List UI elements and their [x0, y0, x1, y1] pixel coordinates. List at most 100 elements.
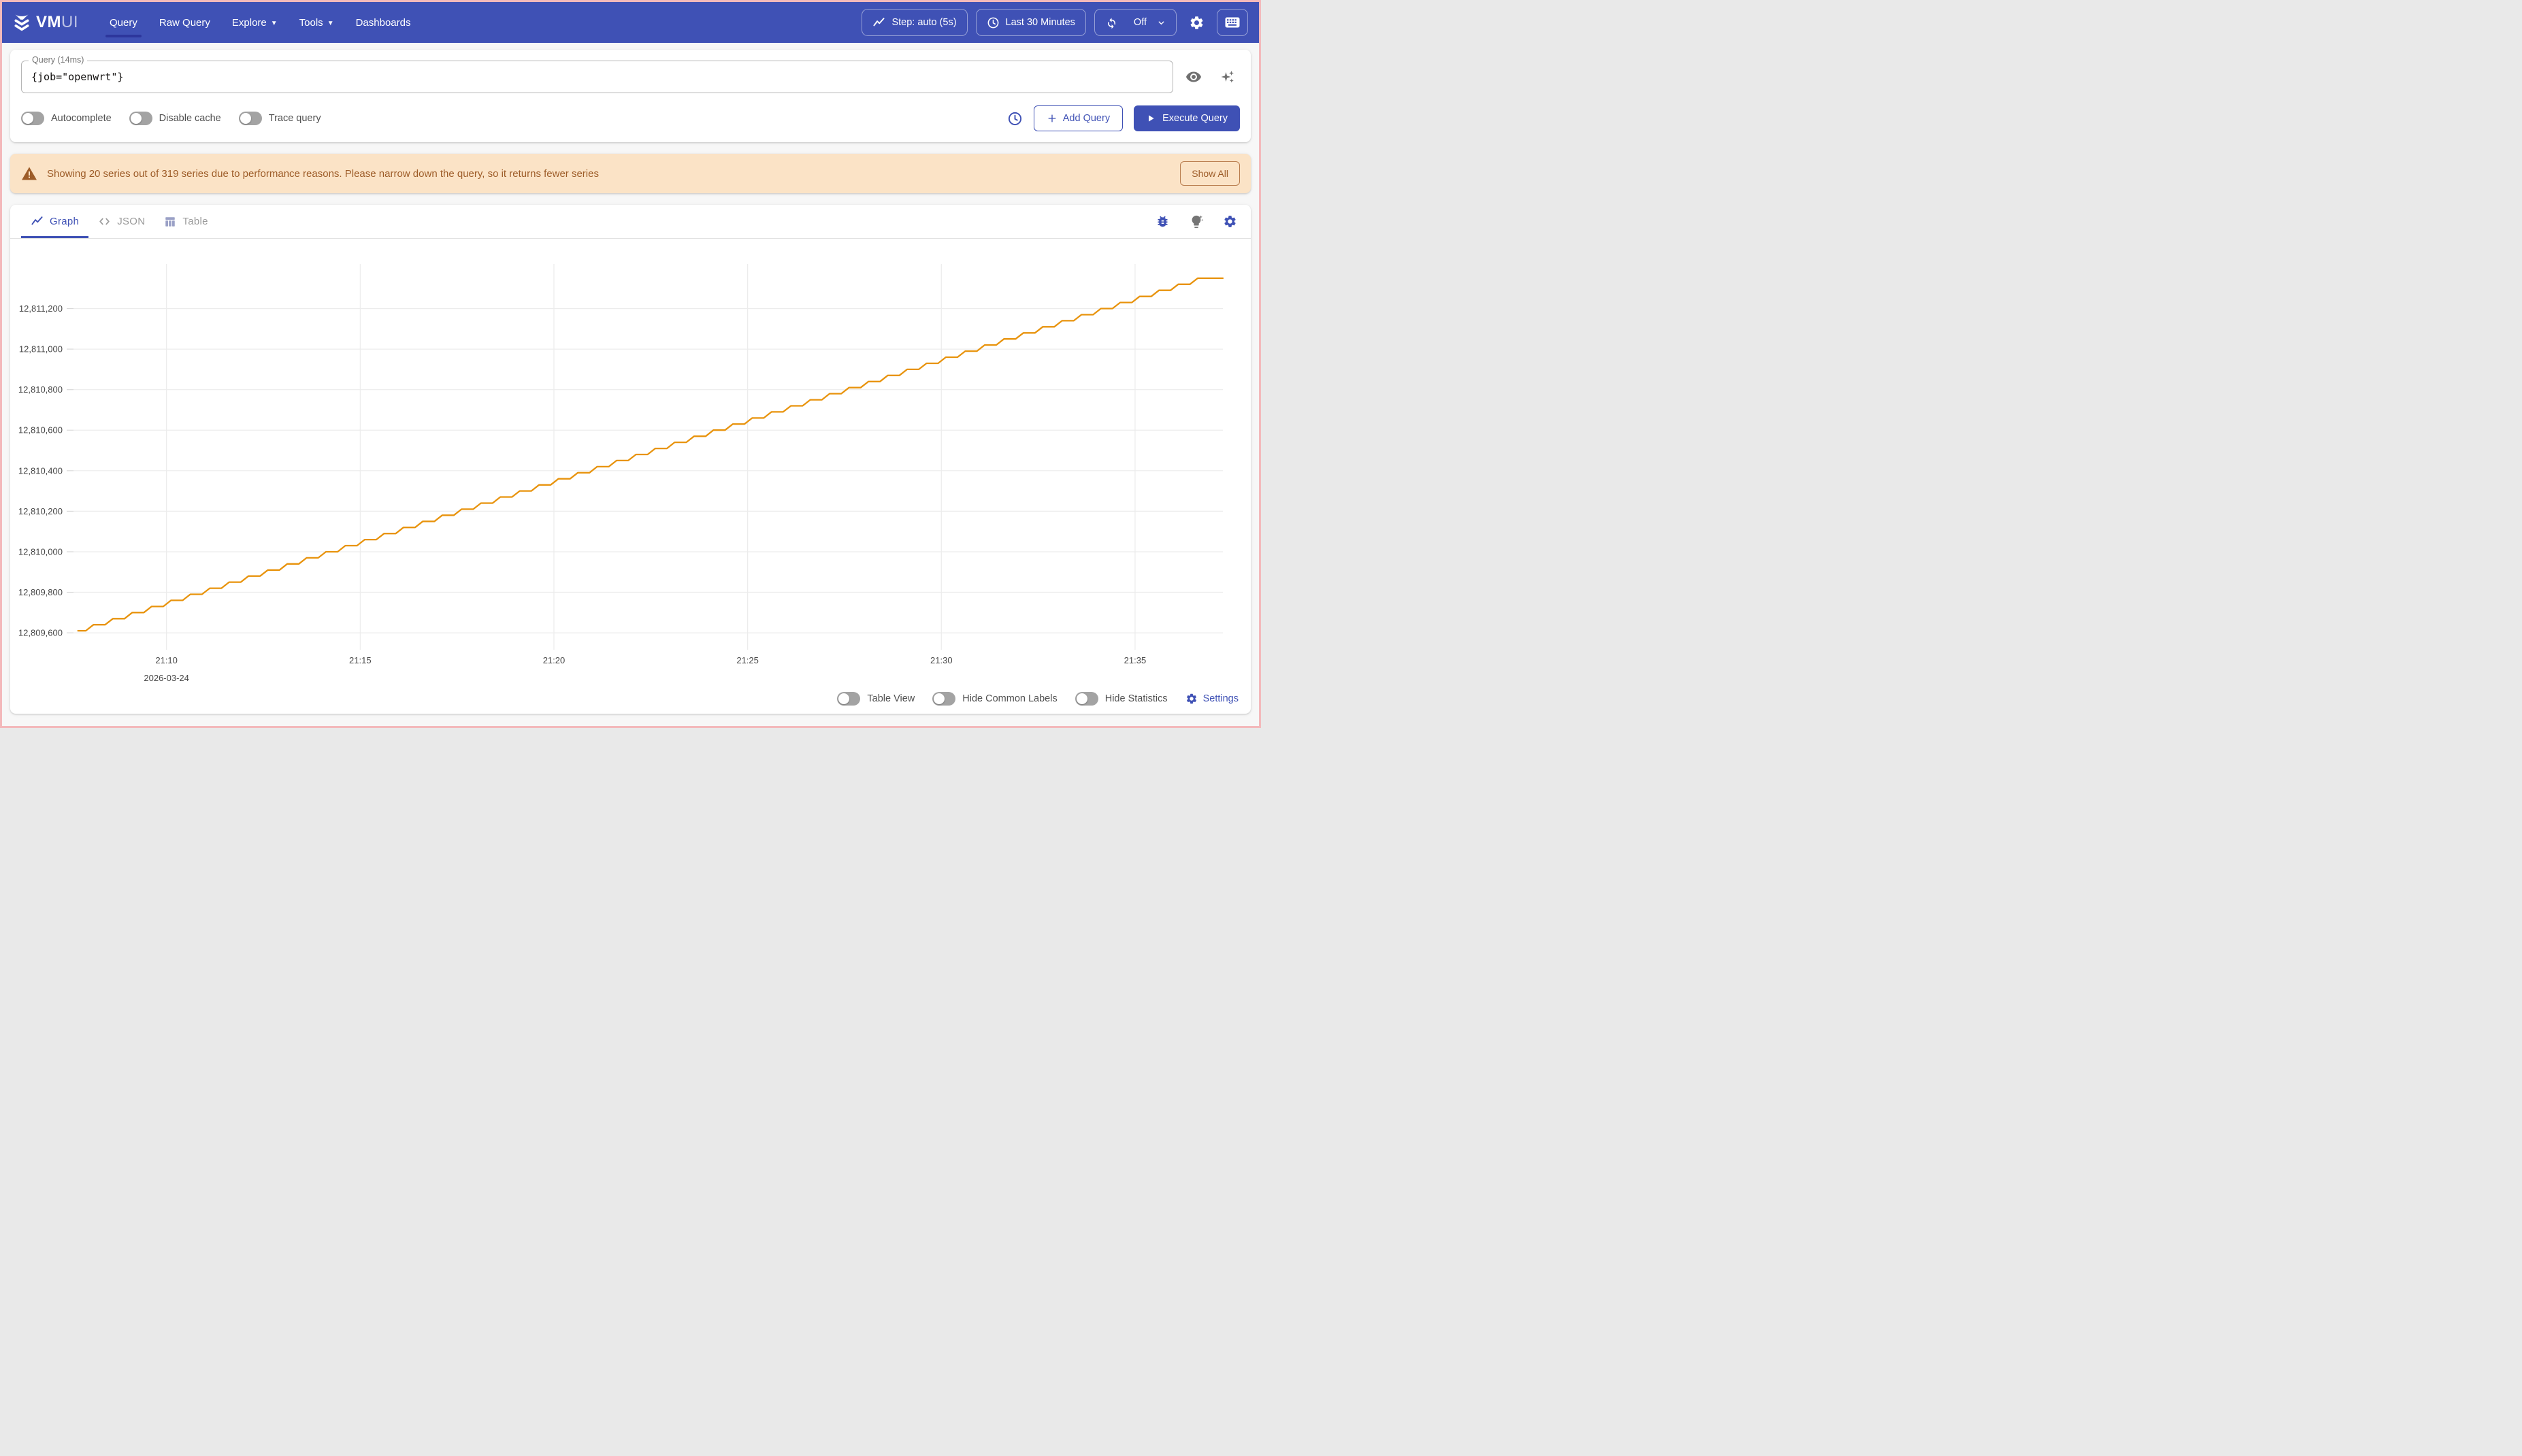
series-line	[77, 277, 1224, 632]
history-clock-icon	[1008, 112, 1021, 125]
execute-query-button[interactable]: Execute Query	[1134, 105, 1240, 131]
chevron-down-icon	[1158, 20, 1164, 24]
toggle-switch[interactable]	[1075, 692, 1098, 706]
tab-graph[interactable]: Graph	[21, 205, 89, 238]
y-tick-label: 12,811,200	[19, 303, 63, 314]
query-row-icons	[1185, 69, 1240, 85]
sparkles-icon	[1221, 71, 1234, 83]
vmui-page: VM UI Query Raw Query Explore ▼ Tools ▼ D…	[0, 0, 1261, 728]
hide-common-labels-toggle[interactable]: Hide Common Labels	[932, 692, 1058, 706]
series-limit-warning: Showing 20 series out of 319 series due …	[10, 154, 1251, 193]
warning-message: Showing 20 series out of 319 series due …	[47, 167, 599, 180]
tab-graph-label: Graph	[50, 216, 80, 227]
active-tab-underline	[21, 236, 89, 238]
y-tick-label: 12,810,800	[18, 384, 63, 395]
warning-triangle-icon	[22, 167, 37, 180]
table-view-toggle-label: Table View	[867, 693, 915, 704]
disable-cache-toggle[interactable]: Disable cache	[129, 112, 221, 125]
time-range-button[interactable]: Last 30 Minutes	[975, 9, 1086, 36]
nav-item-dashboards-label: Dashboards	[355, 16, 411, 29]
y-tick-label: 12,810,200	[18, 506, 63, 516]
step-graph-icon	[873, 17, 885, 26]
header: VM UI Query Raw Query Explore ▼ Tools ▼ D…	[2, 2, 1259, 43]
step-button-label: Step: auto (5s)	[891, 17, 957, 28]
x-tick-label: 21:10	[155, 655, 178, 665]
nav-item-query-label: Query	[110, 16, 137, 29]
play-icon	[1149, 115, 1154, 122]
graph-settings-button[interactable]	[1223, 214, 1237, 229]
autocomplete-toggle-label: Autocomplete	[51, 113, 112, 124]
vmui-logo[interactable]: VM UI	[13, 12, 78, 33]
global-settings-button[interactable]	[1185, 9, 1209, 36]
nav-item-explore[interactable]: Explore ▼	[224, 2, 286, 43]
query-action-buttons: Add Query Execute Query	[1007, 105, 1240, 131]
autocomplete-toggle[interactable]: Autocomplete	[21, 112, 112, 125]
refresh-icon	[1107, 17, 1115, 29]
graph-footer-controls: Table View Hide Common Labels Hide Stati…	[837, 692, 1239, 706]
add-query-button[interactable]: Add Query	[1033, 105, 1124, 131]
query-controls-row: Autocomplete Disable cache Trace query	[21, 105, 1240, 131]
add-query-label: Add Query	[1062, 113, 1111, 124]
code-tab-icon	[99, 218, 110, 225]
table-tab-icon	[165, 216, 176, 227]
toggle-switch[interactable]	[238, 112, 262, 125]
x-tick-label: 21:35	[1124, 655, 1147, 665]
query-input-value: {job="openwrt"}	[31, 71, 124, 83]
disable-cache-toggle-label: Disable cache	[159, 113, 221, 124]
query-panel: Query (14ms) {job="openwrt"}	[10, 50, 1251, 142]
nav-item-dashboards[interactable]: Dashboards	[348, 2, 419, 43]
hide-query-button[interactable]	[1185, 69, 1202, 85]
hide-common-labels-toggle-label: Hide Common Labels	[962, 693, 1058, 704]
logo-ui: UI	[61, 13, 78, 31]
nav-item-raw-query[interactable]: Raw Query	[151, 2, 218, 43]
y-tick-label: 12,809,800	[18, 587, 63, 597]
chevron-down-icon: ▼	[270, 19, 278, 27]
show-all-button[interactable]: Show All	[1180, 161, 1240, 186]
nav-item-explore-label: Explore	[231, 16, 267, 29]
tab-json-label: JSON	[117, 216, 146, 227]
hide-statistics-toggle-label: Hide Statistics	[1104, 693, 1168, 704]
tab-table[interactable]: Table	[154, 205, 217, 238]
nav-item-query[interactable]: Query	[101, 2, 146, 43]
gear-icon	[1224, 216, 1236, 227]
y-tick-label: 12,810,400	[18, 465, 63, 476]
table-view-toggle[interactable]: Table View	[837, 692, 915, 706]
view-tabs: Graph JSON Table	[10, 205, 1251, 239]
graph-display-settings-label: Settings	[1202, 693, 1239, 704]
query-toggles: Autocomplete Disable cache Trace query	[21, 112, 321, 125]
logo-text: VM UI	[36, 13, 78, 32]
time-range-label: Last 30 Minutes	[1005, 17, 1075, 28]
graph-tools	[1156, 214, 1240, 229]
gear-icon	[1190, 16, 1203, 29]
graph-tab-icon	[31, 216, 43, 225]
toggle-switch[interactable]	[21, 112, 44, 125]
chart-area[interactable]: 12,811,200 12,811,000 12,810,800 12,810,600…	[10, 239, 1251, 714]
query-ai-assist-button[interactable]	[1219, 69, 1236, 85]
clock-icon	[987, 17, 998, 28]
query-tips-button[interactable]	[1189, 214, 1204, 229]
toggle-switch[interactable]	[129, 112, 152, 125]
nav-item-tools[interactable]: Tools ▼	[291, 2, 342, 43]
chart-svg: 12,811,200 12,811,000 12,810,800 12,810,600…	[18, 264, 1224, 683]
y-tick-label: 12,809,600	[18, 628, 63, 638]
plus-icon	[1048, 114, 1056, 122]
toggle-switch[interactable]	[932, 692, 956, 706]
x-tick-label: 21:30	[930, 655, 953, 665]
query-input[interactable]: Query (14ms) {job="openwrt"}	[21, 55, 1173, 93]
lightbulb-sparkle-icon	[1192, 214, 1204, 228]
query-row: Query (14ms) {job="openwrt"}	[21, 55, 1240, 93]
tab-json[interactable]: JSON	[88, 205, 154, 238]
toggle-switch[interactable]	[837, 692, 861, 706]
graph-display-settings-button[interactable]: Settings	[1185, 693, 1239, 705]
step-button[interactable]: Step: auto (5s)	[862, 9, 968, 36]
nav-item-tools-label: Tools	[299, 16, 323, 29]
x-tick-label: 21:20	[543, 655, 566, 665]
y-tick-label: 12,811,000	[19, 344, 63, 354]
query-history-button[interactable]	[1007, 111, 1023, 127]
autorefresh-control[interactable]: Off	[1094, 9, 1177, 36]
hide-statistics-toggle[interactable]: Hide Statistics	[1075, 692, 1168, 706]
trace-query-toggle[interactable]: Trace query	[238, 112, 321, 125]
shortcut-keys-button[interactable]	[1217, 9, 1248, 36]
header-controls: Step: auto (5s) Last 30 Minutes Off	[862, 9, 1248, 36]
report-bug-button[interactable]	[1156, 214, 1170, 229]
